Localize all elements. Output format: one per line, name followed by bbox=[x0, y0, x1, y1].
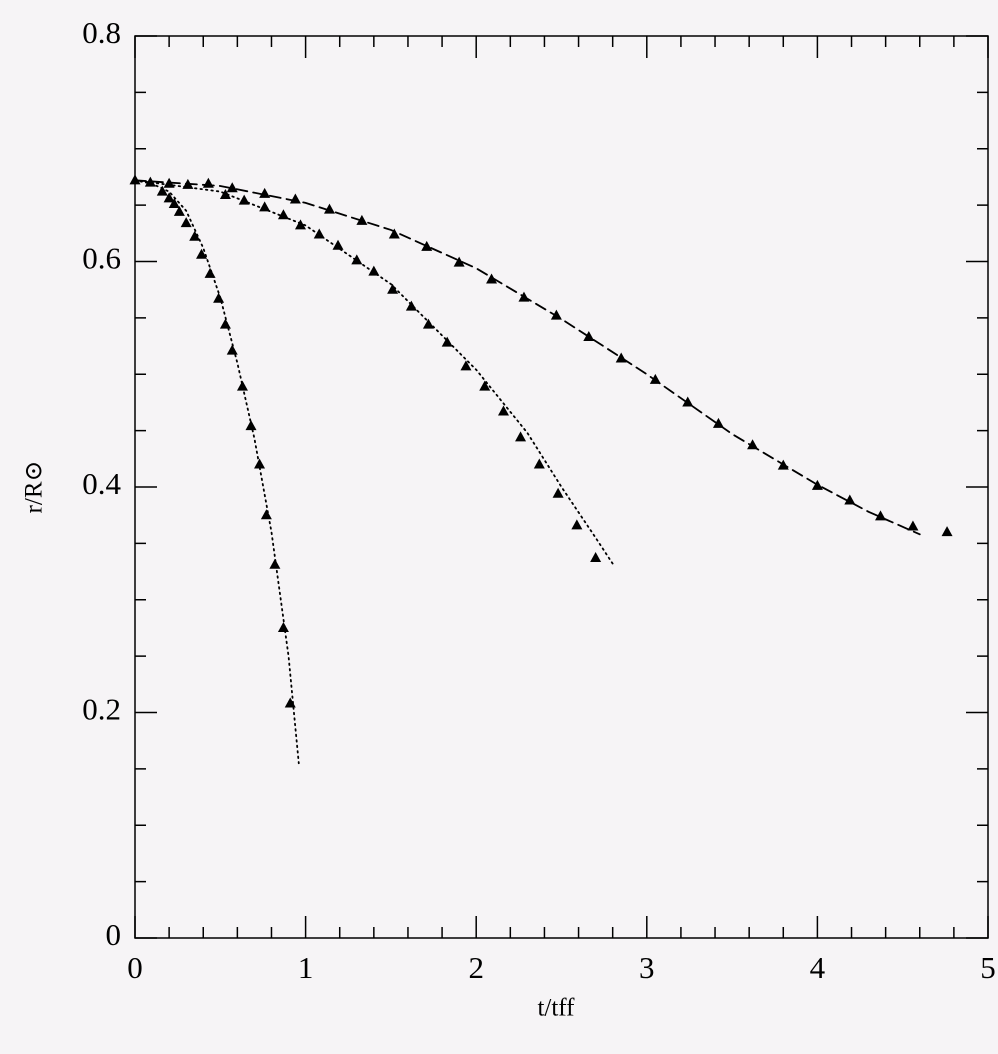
triangle-marker bbox=[236, 380, 248, 391]
plot-frame bbox=[134, 35, 989, 939]
triangle-marker bbox=[552, 487, 564, 498]
x-tick-label: 5 bbox=[980, 950, 996, 985]
triangle-marker bbox=[533, 458, 545, 469]
triangle-marker bbox=[875, 510, 887, 521]
triangle-marker bbox=[144, 176, 156, 187]
triangle-marker bbox=[515, 431, 527, 442]
triangle-marker bbox=[219, 318, 231, 329]
x-tick-label: 4 bbox=[810, 950, 826, 985]
triangle-marker bbox=[590, 552, 602, 563]
triangle-marker bbox=[479, 380, 491, 391]
triangle-marker bbox=[182, 178, 194, 189]
triangle-marker bbox=[441, 336, 453, 347]
triangle-marker bbox=[259, 201, 271, 212]
triangle-marker bbox=[941, 526, 953, 537]
triangle-marker bbox=[204, 267, 216, 278]
x-axis-label: t/tff bbox=[537, 995, 575, 1022]
x-tick-label: 1 bbox=[298, 950, 314, 985]
x-tick-label: 0 bbox=[127, 950, 143, 985]
triangle-marker bbox=[405, 300, 417, 311]
curve bbox=[134, 179, 614, 565]
triangle-marker bbox=[777, 459, 789, 470]
triangle-marker bbox=[163, 177, 175, 188]
triangle-marker bbox=[460, 360, 472, 371]
triangle-marker bbox=[180, 217, 192, 228]
triangle-marker bbox=[313, 228, 325, 239]
triangle-marker bbox=[163, 192, 175, 203]
triangle-marker bbox=[284, 697, 296, 708]
triangle-marker bbox=[323, 203, 335, 214]
y-axis-label: r/R⊙ bbox=[21, 461, 48, 514]
triangle-marker bbox=[238, 194, 250, 205]
triangle-marker bbox=[259, 187, 271, 198]
triangle-marker bbox=[747, 439, 759, 450]
triangle-marker bbox=[518, 291, 530, 302]
triangle-marker bbox=[219, 188, 231, 199]
triangle-marker bbox=[351, 254, 363, 265]
triangle-marker bbox=[260, 509, 272, 520]
curve bbox=[134, 179, 921, 536]
triangle-marker bbox=[245, 420, 257, 431]
y-tick-label: 0.4 bbox=[82, 466, 121, 501]
triangle-marker bbox=[422, 318, 434, 329]
triangle-marker bbox=[388, 228, 400, 239]
triangle-marker bbox=[277, 209, 289, 220]
triangle-marker bbox=[497, 405, 509, 416]
y-tick-label: 0.2 bbox=[82, 692, 121, 727]
triangle-marker bbox=[811, 479, 823, 490]
y-tick-label: 0.8 bbox=[82, 15, 121, 50]
triangle-marker bbox=[168, 197, 180, 208]
triangle-marker bbox=[387, 283, 399, 294]
triangle-marker bbox=[486, 273, 498, 284]
triangle-marker bbox=[453, 256, 465, 267]
triangle-marker bbox=[173, 205, 185, 216]
triangle-marker bbox=[907, 520, 919, 531]
triangle-marker bbox=[844, 494, 856, 505]
y-tick-label: 0.6 bbox=[82, 241, 121, 276]
triangle-marker bbox=[226, 344, 238, 355]
triangle-marker bbox=[356, 214, 368, 225]
curve bbox=[134, 179, 300, 765]
triangle-marker bbox=[213, 292, 225, 303]
x-tick-label: 3 bbox=[639, 950, 655, 985]
triangle-marker bbox=[571, 519, 583, 530]
triangle-marker bbox=[156, 185, 168, 196]
triangle-marker bbox=[189, 230, 201, 241]
triangle-marker bbox=[294, 219, 306, 230]
triangle-marker bbox=[649, 373, 661, 384]
triangle-marker bbox=[712, 417, 724, 428]
triangle-marker bbox=[615, 352, 627, 363]
triangle-marker bbox=[550, 309, 562, 320]
triangle-marker bbox=[129, 174, 141, 185]
triangle-marker bbox=[226, 182, 238, 193]
triangle-marker bbox=[289, 193, 301, 204]
triangle-marker bbox=[682, 396, 694, 407]
triangle-marker bbox=[368, 265, 380, 276]
triangle-marker bbox=[332, 239, 344, 250]
triangle-marker bbox=[269, 558, 281, 569]
triangle-marker bbox=[254, 458, 266, 469]
x-tick-label: 2 bbox=[468, 950, 484, 985]
triangle-marker bbox=[277, 621, 289, 632]
triangle-marker bbox=[202, 177, 214, 188]
triangle-marker bbox=[421, 240, 433, 251]
triangle-marker bbox=[583, 331, 595, 342]
y-tick-label: 0 bbox=[106, 917, 122, 952]
triangle-marker bbox=[196, 248, 208, 259]
